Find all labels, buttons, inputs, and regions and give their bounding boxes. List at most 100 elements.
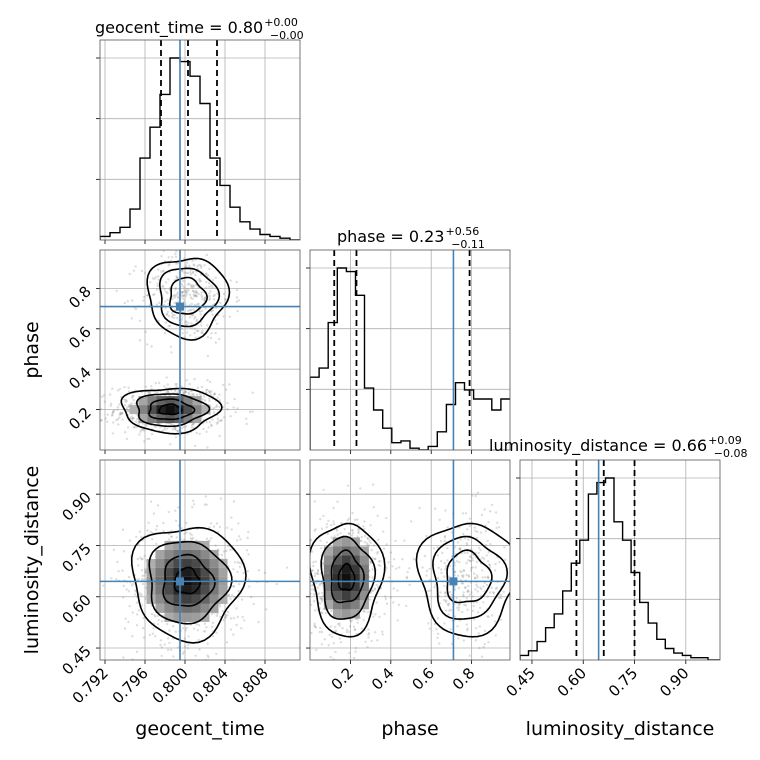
sample-point	[396, 619, 399, 622]
sample-point	[199, 279, 203, 283]
sample-point	[475, 626, 478, 630]
sample-point	[479, 606, 482, 610]
sample-point	[172, 624, 175, 628]
sample-point	[196, 629, 200, 632]
sample-point	[232, 568, 235, 571]
sample-point	[189, 537, 192, 540]
panel-frame	[519, 459, 721, 661]
sample-point	[471, 609, 475, 612]
sample-point	[183, 257, 186, 260]
sample-point	[331, 635, 334, 638]
sample-point	[170, 315, 174, 319]
sample-point	[197, 638, 200, 642]
sample-point	[448, 564, 452, 568]
sample-point	[459, 599, 462, 602]
sample-point	[362, 525, 365, 528]
sample-point	[124, 400, 127, 404]
sample-point	[354, 518, 357, 522]
sample-point	[191, 314, 194, 317]
sample-point	[242, 572, 245, 575]
contour-level	[432, 535, 509, 620]
sample-point	[493, 620, 497, 623]
sample-point	[433, 586, 436, 589]
sample-point	[483, 642, 486, 646]
sample-point	[190, 424, 194, 427]
density-cell	[173, 549, 183, 559]
sample-point	[476, 576, 479, 579]
sample-point	[384, 597, 387, 601]
sample-point	[216, 417, 220, 421]
density-cell	[182, 567, 192, 577]
sample-point	[195, 393, 199, 396]
sample-point	[130, 584, 134, 587]
sample-point	[443, 536, 447, 539]
density-cell	[359, 591, 369, 601]
sample-point	[218, 393, 221, 396]
sample-point	[457, 586, 461, 590]
sample-point	[343, 528, 346, 531]
sample-point	[183, 645, 187, 648]
sample-point	[147, 521, 150, 524]
sample-point	[310, 584, 314, 587]
sample-point	[496, 521, 499, 524]
sample-point	[190, 285, 193, 288]
sample-point	[211, 621, 215, 624]
sample-point	[370, 548, 373, 552]
sample-point	[439, 559, 443, 563]
sample-point	[397, 603, 401, 607]
sample-point	[229, 617, 233, 620]
sample-point	[436, 554, 440, 557]
sample-point	[240, 627, 243, 630]
sample-point	[392, 601, 395, 604]
density-cell	[341, 582, 351, 592]
sample-point	[194, 654, 197, 657]
density-cell	[173, 585, 183, 595]
sample-point	[461, 512, 465, 515]
sample-point	[377, 560, 381, 563]
sample-point	[135, 535, 138, 539]
sample-point	[102, 394, 106, 397]
sample-point	[437, 566, 440, 569]
sample-point	[367, 632, 371, 635]
sample-point	[247, 578, 250, 581]
sample-point	[146, 437, 149, 441]
sample-point	[321, 661, 323, 663]
sample-point	[165, 312, 168, 316]
density-cell	[138, 414, 148, 424]
density-cell	[332, 582, 342, 592]
sample-point	[184, 323, 188, 326]
sample-point	[448, 609, 451, 612]
density-cell	[138, 396, 148, 406]
sample-point	[177, 646, 180, 649]
sample-point	[153, 277, 156, 280]
sample-point	[280, 562, 282, 564]
sample-point	[471, 494, 474, 497]
sample-point	[249, 410, 252, 414]
sample-point	[211, 286, 214, 289]
sample-point	[327, 519, 330, 522]
sample-point	[247, 530, 250, 534]
sample-point	[132, 582, 135, 585]
density-cell	[155, 585, 165, 595]
contour-level	[330, 549, 365, 604]
sample-point	[303, 601, 305, 603]
density-cell	[147, 414, 157, 424]
sample-point	[347, 484, 350, 487]
sample-point	[503, 546, 506, 549]
sample-point	[117, 570, 120, 573]
sample-point	[185, 379, 188, 382]
sample-point	[152, 627, 155, 630]
sample-point	[146, 294, 149, 297]
sample-point	[211, 666, 213, 668]
sample-point	[324, 612, 327, 615]
sample-point	[251, 391, 254, 394]
sample-point	[214, 544, 217, 547]
sample-point	[180, 291, 183, 294]
sample-point	[449, 628, 452, 631]
sample-point	[438, 518, 441, 521]
sample-point	[363, 520, 366, 523]
sample-point	[143, 440, 146, 443]
sample-point	[141, 582, 145, 586]
sample-point	[332, 642, 335, 645]
sample-point	[154, 276, 158, 279]
